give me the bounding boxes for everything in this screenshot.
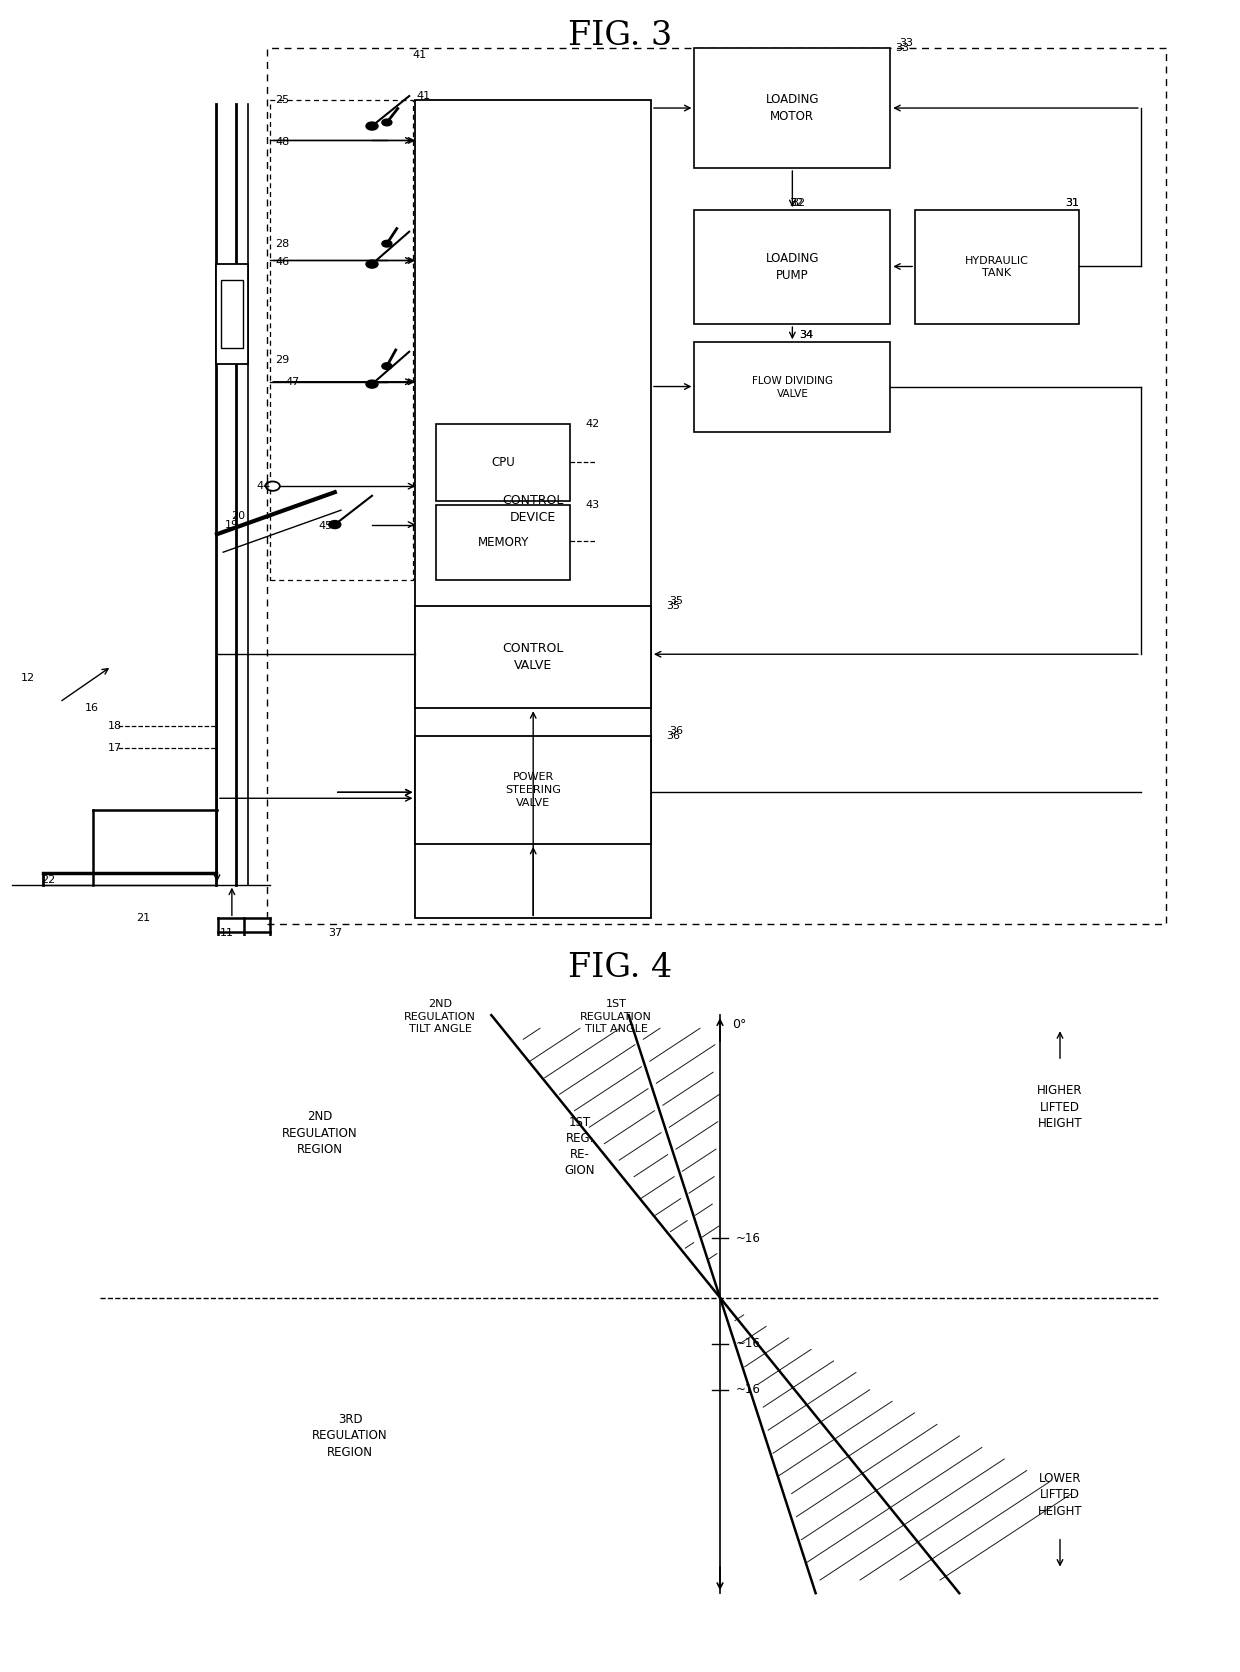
Text: LOWER
LIFTED
HEIGHT: LOWER LIFTED HEIGHT [1038, 1471, 1083, 1518]
Circle shape [366, 261, 378, 268]
Text: 17: 17 [108, 742, 122, 752]
Bar [415, 100, 651, 918]
Circle shape [329, 520, 341, 528]
Text: 36: 36 [670, 726, 683, 736]
Circle shape [382, 119, 392, 125]
Bar [267, 48, 1166, 925]
Text: CONTROL
VALVE: CONTROL VALVE [502, 642, 564, 672]
Text: LOADING
MOTOR: LOADING MOTOR [765, 94, 820, 122]
Text: HIGHER
LIFTED
HEIGHT: HIGHER LIFTED HEIGHT [1037, 1083, 1083, 1130]
Text: 32: 32 [791, 197, 806, 207]
Text: 36: 36 [666, 731, 680, 741]
Text: 1ST
REG.
RE-
GION: 1ST REG. RE- GION [564, 1115, 595, 1177]
Text: 3RD
REGULATION
REGION: 3RD REGULATION REGION [312, 1413, 388, 1458]
Text: 34: 34 [799, 329, 813, 339]
Bar [694, 211, 890, 324]
Text: 20: 20 [231, 512, 244, 522]
Text: 28: 28 [275, 239, 289, 249]
Text: LOADING
PUMP: LOADING PUMP [765, 252, 820, 283]
Text: POWER
STEERING
VALVE: POWER STEERING VALVE [505, 772, 562, 808]
Text: 35: 35 [666, 602, 680, 612]
Bar [415, 607, 651, 709]
Text: 45: 45 [319, 520, 332, 530]
Text: 33: 33 [895, 43, 909, 54]
Text: 31: 31 [1065, 197, 1079, 207]
Text: 41: 41 [417, 90, 430, 100]
Bar [436, 423, 570, 500]
Text: ~16: ~16 [737, 1383, 761, 1396]
Bar [415, 736, 651, 844]
Text: 37: 37 [329, 928, 342, 938]
Text: CONTROL
DEVICE: CONTROL DEVICE [502, 495, 564, 523]
Text: 11: 11 [219, 928, 233, 938]
Text: 2ND
REGULATION
TILT ANGLE: 2ND REGULATION TILT ANGLE [404, 1000, 476, 1035]
Text: FLOW DIVIDING
VALVE: FLOW DIVIDING VALVE [751, 376, 833, 398]
Text: 33: 33 [899, 38, 913, 48]
Text: 35: 35 [670, 597, 683, 607]
Circle shape [366, 380, 378, 388]
Text: 42: 42 [585, 418, 599, 428]
Text: 31: 31 [1065, 197, 1079, 207]
Text: 34: 34 [799, 329, 813, 339]
Text: 46: 46 [275, 257, 289, 268]
Text: 0°: 0° [732, 1018, 746, 1030]
Bar [694, 48, 890, 169]
Text: 12: 12 [21, 674, 35, 684]
Circle shape [382, 363, 392, 370]
Text: 21: 21 [136, 913, 150, 923]
Circle shape [265, 482, 280, 492]
Bar [221, 279, 243, 348]
Text: 48: 48 [275, 137, 289, 147]
Text: 44: 44 [257, 482, 270, 492]
Bar [436, 505, 570, 580]
Bar [694, 343, 890, 431]
Text: HYDRAULIC
TANK: HYDRAULIC TANK [965, 256, 1029, 279]
Text: 1ST
REGULATION
TILT ANGLE: 1ST REGULATION TILT ANGLE [580, 1000, 652, 1035]
Text: ~16: ~16 [737, 1232, 761, 1246]
Text: FIG. 4: FIG. 4 [568, 951, 672, 985]
Circle shape [366, 122, 378, 130]
Text: 32: 32 [789, 197, 804, 207]
Text: 2ND
REGULATION
REGION: 2ND REGULATION REGION [283, 1110, 358, 1157]
Text: FIG. 3: FIG. 3 [568, 20, 672, 52]
Text: CPU: CPU [491, 456, 516, 468]
Text: 41: 41 [412, 50, 427, 60]
Bar [915, 211, 1079, 324]
Text: 29: 29 [275, 354, 289, 364]
Text: 22: 22 [42, 874, 56, 884]
Text: 18: 18 [108, 721, 122, 731]
Text: 43: 43 [585, 500, 599, 510]
Text: 19: 19 [226, 520, 239, 530]
Text: ~16: ~16 [737, 1338, 761, 1349]
Text: 47: 47 [285, 376, 299, 386]
Text: MEMORY: MEMORY [477, 537, 529, 548]
Text: 25: 25 [275, 95, 289, 105]
Bar [270, 100, 413, 580]
Text: 16: 16 [86, 704, 99, 714]
Bar [216, 264, 248, 364]
Circle shape [382, 241, 392, 247]
